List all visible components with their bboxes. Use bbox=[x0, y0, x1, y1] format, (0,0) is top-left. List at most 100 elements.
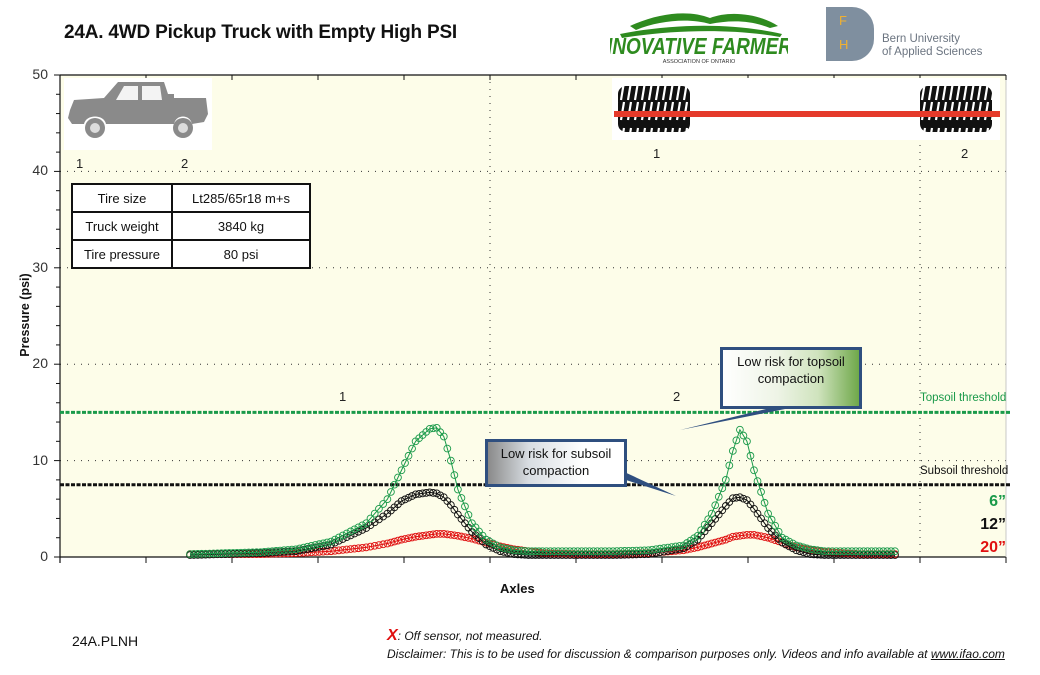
data-marker bbox=[820, 547, 829, 556]
data-marker bbox=[732, 436, 741, 445]
data-marker bbox=[601, 547, 610, 556]
data-marker bbox=[569, 547, 578, 556]
data-marker bbox=[883, 547, 892, 556]
data-marker bbox=[693, 543, 702, 552]
data-marker bbox=[585, 547, 594, 556]
data-marker bbox=[443, 444, 452, 453]
data-marker bbox=[867, 547, 876, 556]
data-marker bbox=[746, 451, 755, 460]
off-sensor-note: X: Off sensor, not measured. bbox=[387, 627, 542, 645]
data-marker bbox=[753, 477, 762, 485]
data-marker bbox=[624, 546, 633, 555]
data-marker bbox=[457, 494, 466, 502]
chart-id: 24A.PLNH bbox=[72, 633, 139, 649]
data-marker bbox=[237, 548, 245, 557]
data-marker bbox=[358, 526, 367, 534]
data-marker bbox=[276, 546, 284, 555]
data-marker bbox=[535, 547, 543, 556]
peak-label-1: 1 bbox=[339, 389, 347, 404]
disclaimer-text: Disclaimer: This is to be used for discu… bbox=[387, 647, 931, 661]
data-marker bbox=[711, 538, 720, 547]
data-marker bbox=[379, 500, 388, 508]
data-marker bbox=[700, 520, 709, 529]
data-marker bbox=[725, 534, 734, 543]
data-marker bbox=[315, 548, 324, 556]
data-marker bbox=[408, 444, 416, 453]
data-marker bbox=[338, 531, 347, 540]
data-marker bbox=[844, 547, 852, 556]
data-marker bbox=[454, 531, 462, 540]
table-row: Tire pressure 80 psi bbox=[71, 239, 311, 269]
data-marker bbox=[652, 545, 660, 554]
innovative-farmers-logo: INNOVATIVE FARMERS ASSOCIATION OF ONTARI… bbox=[610, 13, 788, 65]
data-marker bbox=[863, 547, 872, 556]
bfh-name: Bern University of Applied Sciences bbox=[882, 33, 982, 59]
data-marker bbox=[795, 542, 804, 551]
bfh-letter-h: H bbox=[839, 37, 849, 52]
data-marker bbox=[295, 546, 304, 555]
data-marker bbox=[454, 485, 462, 494]
data-marker bbox=[721, 535, 730, 544]
pickup-truck-icon bbox=[68, 82, 208, 138]
data-marker bbox=[291, 545, 300, 554]
off-sensor-mark: X bbox=[387, 627, 398, 644]
axle-line bbox=[614, 111, 1000, 117]
data-marker bbox=[225, 549, 234, 557]
data-marker bbox=[315, 540, 324, 548]
data-marker bbox=[287, 545, 296, 554]
data-marker bbox=[350, 529, 359, 538]
data-marker bbox=[387, 538, 395, 547]
topsoil-callout-pointer bbox=[680, 408, 790, 430]
vehicle-info-table: Tire size Lt285/65r18 m+s Truck weight 3… bbox=[71, 183, 311, 269]
data-marker bbox=[350, 544, 359, 553]
legend-12in: 12” bbox=[980, 516, 1006, 533]
data-marker bbox=[656, 544, 664, 553]
data-marker bbox=[404, 451, 413, 460]
ifao-link[interactable]: www.ifao.com bbox=[930, 647, 1005, 661]
data-marker bbox=[760, 498, 769, 507]
data-marker bbox=[771, 536, 780, 544]
data-marker bbox=[503, 544, 512, 553]
data-marker bbox=[851, 547, 860, 556]
data-marker bbox=[256, 548, 265, 557]
truck-weight-label: Truck weight bbox=[71, 211, 173, 241]
data-marker bbox=[616, 547, 625, 555]
data-marker bbox=[660, 544, 668, 552]
data-marker bbox=[573, 547, 582, 556]
data-marker bbox=[295, 544, 304, 553]
data-marker bbox=[354, 527, 363, 536]
tire-pressure-value: 80 psi bbox=[171, 239, 311, 269]
data-marker bbox=[840, 549, 848, 558]
data-marker bbox=[464, 510, 473, 519]
data-marker bbox=[554, 547, 563, 556]
topsoil-risk-callout: Low risk for topsoil compaction bbox=[720, 347, 862, 409]
data-marker bbox=[401, 459, 409, 467]
data-marker bbox=[221, 549, 230, 557]
data-marker bbox=[736, 493, 744, 502]
data-marker bbox=[213, 549, 222, 558]
data-marker bbox=[792, 541, 801, 550]
data-marker bbox=[640, 546, 649, 555]
data-marker bbox=[817, 546, 825, 555]
data-marker bbox=[496, 543, 505, 552]
data-marker bbox=[628, 546, 637, 555]
data-marker bbox=[319, 539, 328, 548]
peak-label-2: 2 bbox=[673, 389, 681, 404]
data-marker bbox=[205, 549, 214, 558]
data-marker bbox=[464, 534, 473, 542]
data-marker bbox=[362, 543, 371, 552]
data-marker bbox=[394, 473, 402, 482]
data-marker bbox=[209, 549, 218, 558]
data-marker bbox=[383, 539, 392, 548]
data-marker bbox=[589, 547, 598, 556]
truck-axle-label-1: 1 bbox=[76, 156, 84, 171]
data-marker bbox=[342, 529, 351, 538]
data-marker bbox=[201, 549, 210, 558]
data-marker bbox=[370, 509, 379, 518]
data-marker bbox=[390, 537, 399, 546]
data-marker bbox=[550, 547, 559, 556]
data-marker bbox=[299, 543, 308, 552]
data-marker bbox=[252, 548, 261, 557]
subsoil-callout-pointer bbox=[620, 470, 676, 496]
data-marker bbox=[714, 492, 723, 501]
